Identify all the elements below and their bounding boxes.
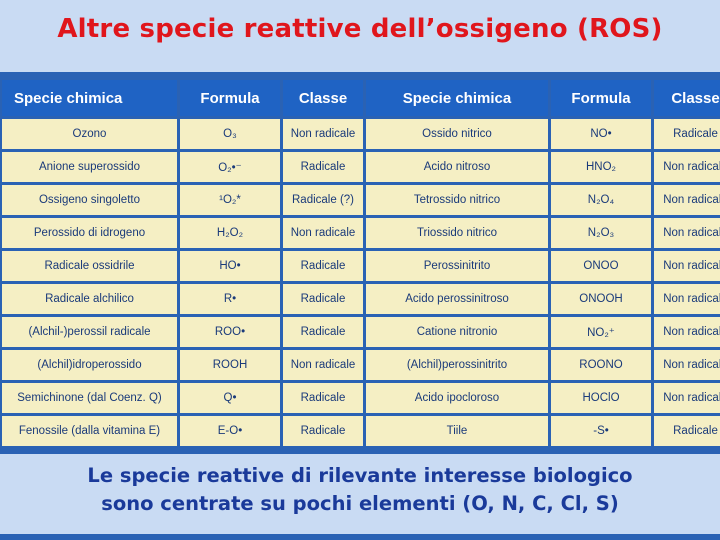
table-cell: Non radicale [283,218,363,248]
table-cell: Perossinitrito [366,251,548,281]
table-cell: Fenossile (dalla vitamina E) [2,416,177,446]
table-cell: HO• [180,251,280,281]
table-cell: Non radicale [654,383,720,413]
table-cell: HOClO [551,383,651,413]
table-cell: ROOH [180,350,280,380]
column-header: Formula [180,80,280,116]
table-row: Perossido di idrogeno H₂O₂ Non radicale Tri… [2,218,720,248]
table-cell: (Alchil-)perossil radicale [2,317,177,347]
table-cell: E-O• [180,416,280,446]
table-cell: (Alchil)perossinitrito [366,350,548,380]
footer-note: Le specie reattive di rilevante interess… [0,462,720,518]
table-cell: Radicale [283,251,363,281]
table-row: Ossigeno singoletto ¹O₂* Radicale (?) Tetro… [2,185,720,215]
table-cell: Anione superossido [2,152,177,182]
ros-table-container: Specie chimica Formula Classe Specie chi… [0,78,720,450]
table-cell: Radicale [283,383,363,413]
table-cell: Radicale [654,119,720,149]
footer-line-2: sono centrate su pochi elementi (O, N, C… [101,492,619,515]
table-cell: Tiile [366,416,548,446]
table-cell: Non radicale [283,119,363,149]
table-row: Radicale ossidrile HO• Radicale Perossinitr… [2,251,720,281]
table-cell: Non radicale [654,284,720,314]
table-cell: Ossido nitrico [366,119,548,149]
slide-title: Altre specie reattive dell’ossigeno (ROS… [57,14,663,44]
table-cell: Non radicale [654,185,720,215]
table-cell: O₃ [180,119,280,149]
table-cell: Non radicale [654,152,720,182]
table-cell: H₂O₂ [180,218,280,248]
table-row: (Alchil-)perossil radicale ROO• Radicale Ca… [2,317,720,347]
table-cell: Triossido nitrico [366,218,548,248]
table-cell: Tetrossido nitrico [366,185,548,215]
table-cell: Radicale alchilico [2,284,177,314]
column-header: Classe [283,80,363,116]
table-cell: Radicale [283,284,363,314]
table-cell: Radicale [283,317,363,347]
table-cell: Radicale [654,416,720,446]
table-cell: HNO₂ [551,152,651,182]
table-cell: Semichinone (dal Coenz. Q) [2,383,177,413]
table-cell: Non radicale [654,218,720,248]
table-cell: Radicale [283,152,363,182]
table-cell: (Alchil)idroperossido [2,350,177,380]
table-cell: N₂O₄ [551,185,651,215]
table-row: Ozono O₃ Non radicale Ossido nitrico NO• Radi… [2,119,720,149]
table-cell: ONOOH [551,284,651,314]
table-row: Anione superossido O₂•⁻ Radicale Acido nitr… [2,152,720,182]
table-cell: ONOO [551,251,651,281]
table-cell: ¹O₂* [180,185,280,215]
table-cell: Acido ipocloroso [366,383,548,413]
table-cell: Radicale [283,416,363,446]
column-header: Specie chimica [366,80,548,116]
table-cell: Acido perossinitroso [366,284,548,314]
table-cell: ROONO [551,350,651,380]
table-row: Semichinone (dal Coenz. Q) Q• Radicale Acid… [2,383,720,413]
column-header: Classe [654,80,720,116]
table-cell: Non radicale [654,317,720,347]
table-cell: O₂•⁻ [180,152,280,182]
table-cell: Non radicale [654,350,720,380]
divider [0,72,720,78]
column-header: Formula [551,80,651,116]
table-row: Fenossile (dalla vitamina E) E-O• Radicale… [2,416,720,446]
divider [0,450,720,454]
table-cell: Non radicale [654,251,720,281]
table-cell: -S• [551,416,651,446]
table-cell: ROO• [180,317,280,347]
table-cell: Non radicale [283,350,363,380]
table-cell: R• [180,284,280,314]
table-cell: Ossigeno singoletto [2,185,177,215]
table-cell: Acido nitroso [366,152,548,182]
table-cell: Q• [180,383,280,413]
table-cell: Radicale (?) [283,185,363,215]
ros-table: Specie chimica Formula Classe Specie chi… [0,77,720,449]
table-cell: N₂O₃ [551,218,651,248]
table-cell: Perossido di idrogeno [2,218,177,248]
table-cell: Radicale ossidrile [2,251,177,281]
table-row: Radicale alchilico R• Radicale Acido peross… [2,284,720,314]
table-header-row: Specie chimica Formula Classe Specie chi… [2,80,720,116]
table-cell: NO₂⁺ [551,317,651,347]
column-header: Specie chimica [2,80,177,116]
bottom-edge [0,534,720,540]
table-cell: Ozono [2,119,177,149]
table-cell: Catione nitronio [366,317,548,347]
table-row: (Alchil)idroperossido ROOH Non radicale (Al… [2,350,720,380]
table-cell: NO• [551,119,651,149]
footer-line-1: Le specie reattive di rilevante interess… [87,464,633,487]
